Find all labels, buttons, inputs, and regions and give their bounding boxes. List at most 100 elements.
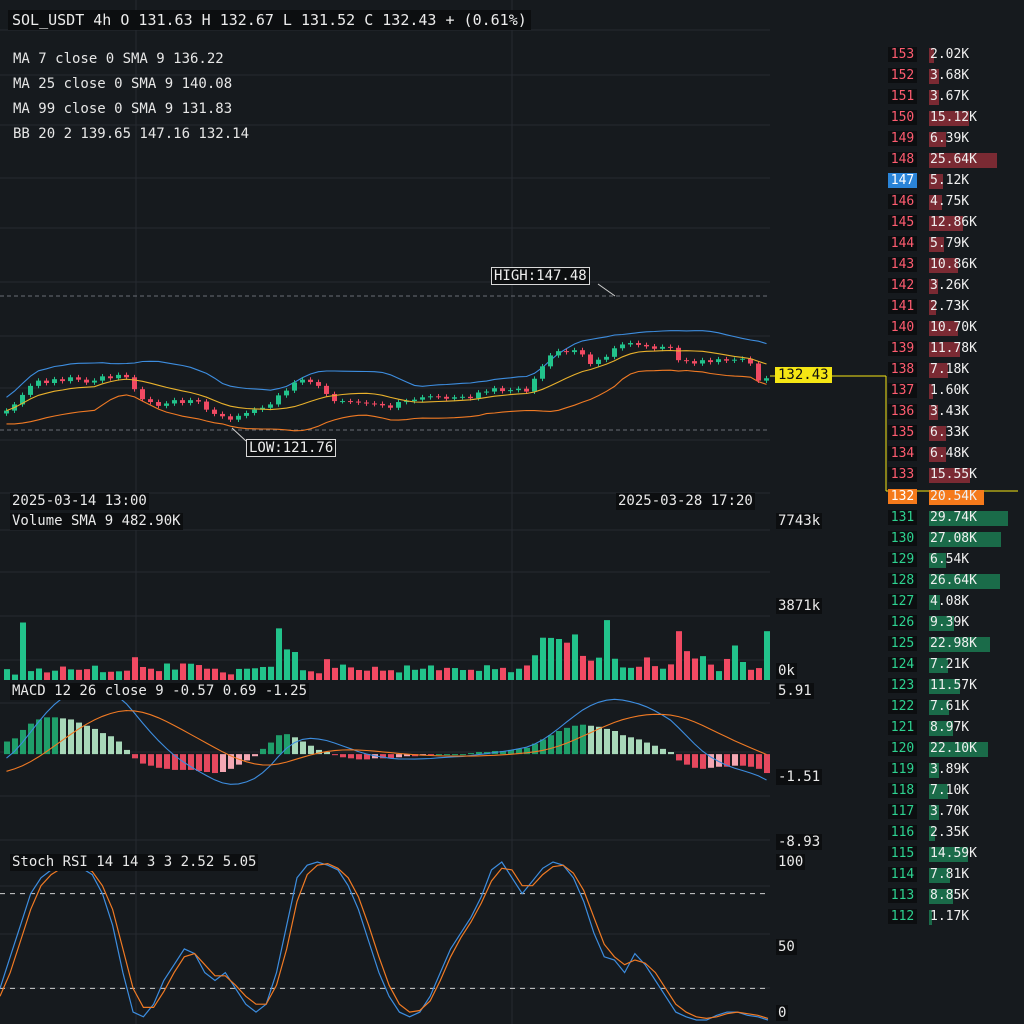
candle-body [60,379,65,382]
candle-body [532,378,537,392]
macd-histogram-bar [420,754,426,756]
order-book-volume-bar [929,405,939,420]
volume-axis-max: 7743k [776,513,823,529]
candle-body [484,391,489,393]
macd-histogram-bar [548,735,554,755]
candle-body [556,351,561,356]
macd-histogram-bar [684,754,690,765]
order-book-price: 118 [888,783,917,798]
candle-body [572,350,577,353]
order-book-volume: 7.81K [930,867,970,882]
order-book-volume: 10.70K [930,320,977,335]
candle-body [316,382,321,386]
candle-body [548,355,553,367]
macd-histogram-bar [764,754,770,774]
macd-histogram-bar [532,743,538,755]
volume-bar [388,670,394,680]
volume-bar [556,638,562,680]
order-book-price: 151 [888,89,917,104]
order-book-volume-bar [929,658,949,673]
bollinger-bands [6,330,767,432]
order-book-volume-bar [929,868,950,883]
macd-line [6,687,767,785]
order-book-volume: 5.12K [930,173,970,188]
order-book-volume-bar [929,490,984,505]
order-book-volume: 15.55K [930,467,977,482]
candle-body [364,402,369,404]
candle-body [636,343,641,345]
order-book-volume: 7.10K [930,783,970,798]
volume-bar [108,671,114,680]
order-book-price: 122 [888,699,917,714]
volume-bar [252,668,258,680]
order-book-price: 115 [888,846,917,861]
volume-bar [92,665,98,680]
bollinger-upper-line [6,330,767,398]
volume-bar [220,672,226,680]
macd-histogram-bar [564,727,570,755]
order-book-price: 125 [888,636,917,651]
ma25-label: MA 25 close 0 SMA 9 140.08 [13,76,233,92]
candle-body [436,396,441,398]
volume-bar [276,628,282,680]
candle-body [524,388,529,392]
volume-axis-min: 0k [776,663,797,679]
candle-body [292,382,297,391]
macd-histogram-bar [140,754,146,764]
order-book-volume-bar [929,69,939,84]
macd-histogram-bar [356,754,362,760]
volume-bar [516,668,522,680]
order-book-price: 120 [888,741,917,756]
order-book-price: 134 [888,446,917,461]
candle-body [76,377,81,380]
candle-body [444,396,449,399]
macd-histogram-bar [228,754,234,769]
macd-histogram-bar [132,754,138,759]
order-book-volume: 10.86K [930,257,977,272]
order-book-volume: 2.35K [930,825,970,840]
order-book-volume: 7.18K [930,362,970,377]
volume-bar [268,666,274,680]
volume-bar [380,670,386,680]
volume-bar [308,671,314,680]
stoch-rsi-series [0,861,770,1021]
order-book-volume: 6.48K [930,446,970,461]
volume-axis-mid: 3871k [776,598,823,614]
order-book-price: 153 [888,47,917,62]
volume-bar [116,671,122,680]
macd-histogram-bar [108,736,114,755]
order-book-volume: 6.33K [930,425,970,440]
macd-histogram-bar [692,754,698,768]
candle-body [188,400,193,403]
low-marker: LOW:121.76 [246,439,337,457]
order-book-volume: 15.12K [930,110,977,125]
candle-body [492,388,497,392]
volume-bar [244,668,250,680]
macd-histogram-bar [612,731,618,755]
candle-body [84,379,89,383]
candle-body [268,404,273,408]
volume-bar [604,620,610,680]
macd-histogram-bar [404,754,410,757]
candle-body [412,399,417,402]
order-book-volume-bar [929,847,968,862]
order-book-price: 123 [888,678,917,693]
candle-body [676,347,681,361]
volume-series [4,620,770,680]
candlestick-series [4,340,769,423]
date-right: 2025-03-28 17:20 [616,493,755,510]
order-book-price: 117 [888,804,917,819]
candle-body [220,413,225,417]
order-book-volume: 9.39K [930,615,970,630]
candle-body [244,412,249,416]
order-book-volume-bar [929,511,1009,526]
order-book-volume-bar [929,216,964,231]
high-pointer [597,283,616,297]
volume-bar [420,668,426,680]
volume-bar [76,669,82,680]
volume-bar [612,658,618,680]
order-book-volume: 8.85K [930,888,970,903]
volume-bar [20,622,26,680]
